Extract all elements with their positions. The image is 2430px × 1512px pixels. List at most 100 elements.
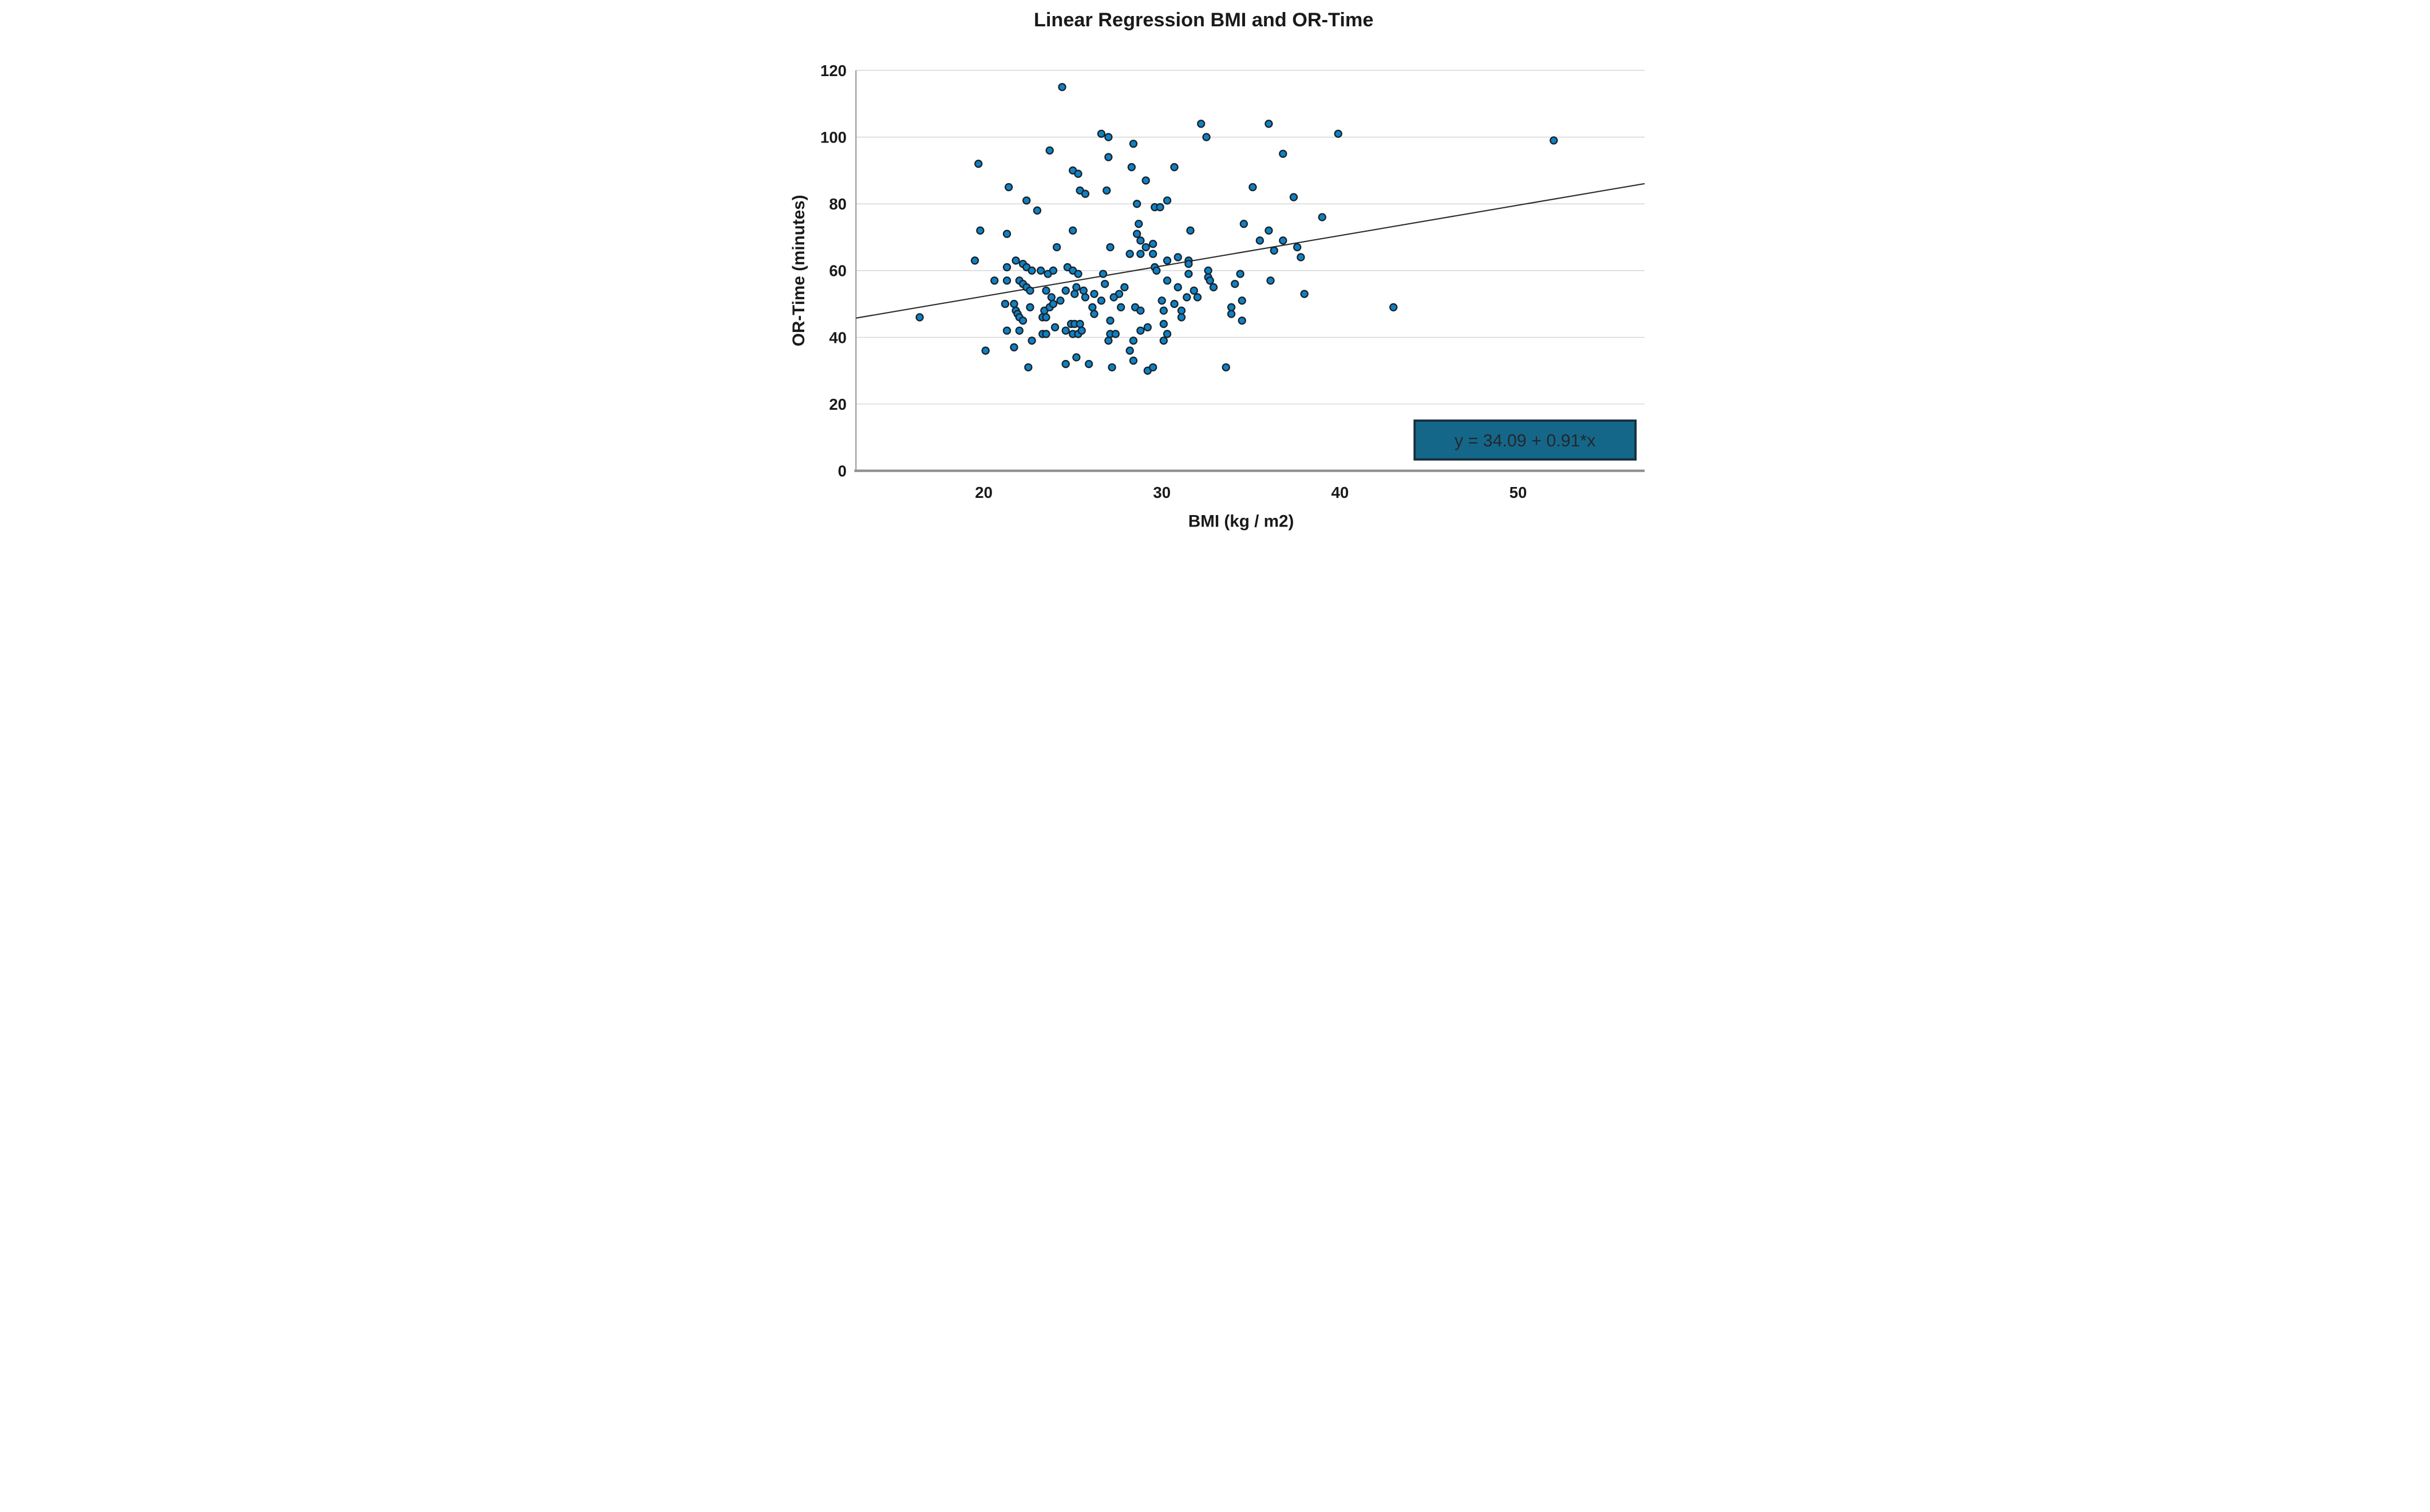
data-point	[1079, 286, 1088, 295]
data-point	[1061, 286, 1070, 295]
x-tick-label-40: 40	[1331, 484, 1349, 501]
data-point	[1143, 323, 1152, 332]
data-point	[1264, 120, 1273, 128]
data-point	[1299, 290, 1309, 298]
data-point	[1239, 220, 1248, 228]
data-point	[1163, 276, 1171, 285]
data-point	[1104, 133, 1113, 141]
y-tick-label-80: 80	[829, 195, 847, 213]
data-point	[1136, 326, 1145, 335]
data-point	[1050, 323, 1059, 332]
x-axis-label: BMI (kg / m2)	[1188, 512, 1294, 531]
data-point	[1073, 270, 1082, 278]
data-point	[1278, 236, 1287, 245]
data-point	[1264, 226, 1273, 235]
data-point	[1238, 296, 1246, 305]
data-point	[1105, 243, 1115, 252]
data-point	[1136, 236, 1145, 245]
data-point	[1089, 310, 1099, 318]
data-point	[1018, 316, 1027, 325]
data-point	[981, 346, 990, 355]
data-point	[1134, 220, 1143, 228]
data-point	[1177, 313, 1186, 322]
data-point	[1129, 357, 1137, 365]
y-tick-label-100: 100	[820, 128, 847, 146]
data-point	[1111, 330, 1120, 338]
data-point	[1100, 279, 1109, 288]
x-tick-label-20: 20	[975, 484, 993, 501]
data-point	[1209, 283, 1218, 292]
data-point	[1036, 266, 1045, 275]
data-point	[1248, 183, 1257, 192]
data-point	[1159, 319, 1168, 328]
data-point	[1152, 266, 1161, 275]
data-point	[1025, 286, 1034, 295]
data-points-layer	[915, 82, 1558, 375]
data-point	[1088, 303, 1097, 312]
data-point	[1203, 266, 1212, 275]
data-point	[1278, 149, 1287, 158]
data-point	[1255, 236, 1264, 245]
data-point	[1238, 316, 1246, 325]
data-point	[974, 160, 982, 168]
data-point	[1235, 270, 1244, 278]
data-point	[1190, 286, 1198, 295]
data-point	[1102, 186, 1111, 195]
data-point	[1068, 226, 1077, 235]
x-tick-label-50: 50	[1509, 484, 1527, 501]
chart-title: Linear Regression BMI and OR-Time	[1033, 9, 1373, 31]
data-point	[1334, 129, 1342, 138]
data-point	[1033, 206, 1041, 215]
data-point	[1155, 203, 1164, 212]
data-point	[1186, 226, 1195, 235]
axes-layer	[854, 70, 1645, 472]
regression-line	[855, 183, 1645, 319]
data-point	[1173, 283, 1182, 292]
data-point	[1169, 163, 1179, 172]
data-point	[1002, 263, 1011, 272]
data-point	[1109, 293, 1118, 302]
data-point	[1293, 243, 1301, 252]
data-point	[970, 256, 979, 265]
data-point	[1002, 326, 1011, 335]
data-point	[1163, 196, 1171, 205]
data-point	[1061, 359, 1070, 369]
data-point	[1184, 259, 1193, 268]
data-point	[1099, 270, 1107, 278]
data-point	[1073, 169, 1082, 178]
data-point	[1009, 343, 1018, 352]
data-point	[1061, 326, 1070, 335]
data-point	[1075, 319, 1084, 328]
y-tick-label-120: 120	[820, 62, 847, 80]
data-point	[1141, 176, 1150, 185]
regression-line-layer	[855, 183, 1645, 319]
data-point	[1001, 299, 1009, 308]
tick-labels-layer: 0 20 40 60 80 100 120 20 30 40 50	[820, 62, 1527, 501]
data-point	[1022, 196, 1030, 205]
data-point	[1024, 363, 1033, 372]
data-point	[1125, 346, 1134, 355]
data-point	[1184, 270, 1193, 278]
gridlines-layer	[855, 70, 1645, 405]
data-point	[1127, 163, 1136, 172]
data-point	[1266, 276, 1275, 285]
data-point	[1077, 326, 1086, 335]
data-point	[1057, 82, 1066, 92]
data-point	[1159, 337, 1168, 345]
data-point	[1148, 363, 1157, 372]
data-point	[1136, 250, 1145, 258]
data-point	[1193, 293, 1202, 302]
data-point	[915, 313, 924, 322]
data-point	[1089, 290, 1099, 298]
data-point	[1177, 306, 1186, 315]
data-point	[1148, 239, 1157, 248]
data-point	[1227, 303, 1235, 312]
data-point	[1318, 213, 1326, 221]
data-point	[1206, 276, 1214, 285]
data-point	[1027, 266, 1036, 275]
data-point	[1027, 337, 1036, 345]
data-point	[1196, 120, 1205, 128]
data-point	[1047, 293, 1056, 302]
data-point	[1169, 299, 1179, 308]
data-point	[1389, 303, 1397, 312]
